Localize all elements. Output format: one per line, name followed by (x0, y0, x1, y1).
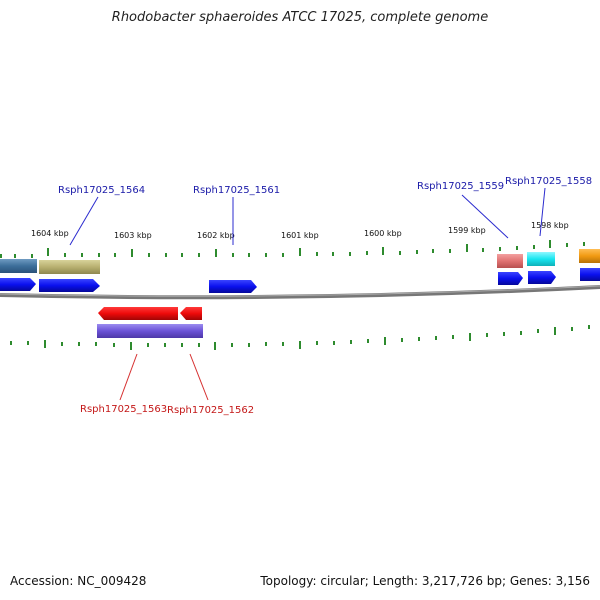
reverse-cds-track (98, 307, 202, 320)
outer-tick-track (0, 240, 585, 258)
feature-block[interactable] (527, 252, 555, 266)
genome-backbone (0, 285, 600, 300)
inner-tick-track (10, 325, 590, 350)
scale-label-1598: 1598 kbp (531, 221, 569, 230)
feature-track-inner (97, 324, 203, 338)
reverse-cds-arrow[interactable] (180, 307, 202, 320)
scale-labels: 1604 kbp 1603 kbp 1602 kbp 1601 kbp 1600… (31, 221, 569, 240)
feature-block[interactable] (497, 254, 523, 268)
forward-cds-arrow[interactable] (580, 268, 600, 281)
gene-label-rsph17025-1561[interactable]: Rsph17025_1561 (193, 185, 280, 196)
scale-label-1599: 1599 kbp (448, 226, 486, 235)
scale-label-1600: 1600 kbp (364, 229, 402, 238)
feature-block[interactable] (579, 249, 600, 263)
gene-label-rsph17025-1563[interactable]: Rsph17025_1563 (80, 404, 167, 415)
gene-label-rsph17025-1559[interactable]: Rsph17025_1559 (417, 181, 504, 192)
forward-cds-arrow[interactable] (0, 278, 36, 291)
accession-text: Accession: NC_009428 (10, 574, 147, 588)
scale-label-1604: 1604 kbp (31, 229, 69, 238)
label-leaders (69, 187, 546, 401)
scale-label-1603: 1603 kbp (114, 231, 152, 240)
gene-label-rsph17025-1558[interactable]: Rsph17025_1558 (505, 176, 592, 187)
forward-cds-track (0, 268, 600, 293)
forward-cds-arrow[interactable] (498, 272, 523, 285)
gene-label-rsph17025-1564[interactable]: Rsph17025_1564 (58, 185, 145, 196)
forward-cds-arrow[interactable] (39, 279, 100, 292)
forward-cds-arrow[interactable] (209, 280, 257, 293)
feature-block[interactable] (39, 260, 100, 274)
scale-label-1601: 1601 kbp (281, 231, 319, 240)
scale-label-1602: 1602 kbp (197, 231, 235, 240)
feature-block[interactable] (0, 259, 37, 273)
gene-label-rsph17025-1562[interactable]: Rsph17025_1562 (167, 405, 254, 416)
reverse-cds-arrow[interactable] (98, 307, 178, 320)
feature-track-outer (0, 249, 600, 274)
feature-block[interactable] (97, 324, 203, 338)
map-title: Rhodobacter sphaeroides ATCC 17025, comp… (111, 10, 489, 25)
genome-summary-text: Topology: circular; Length: 3,217,726 bp… (260, 574, 590, 588)
forward-cds-arrow[interactable] (528, 271, 556, 284)
